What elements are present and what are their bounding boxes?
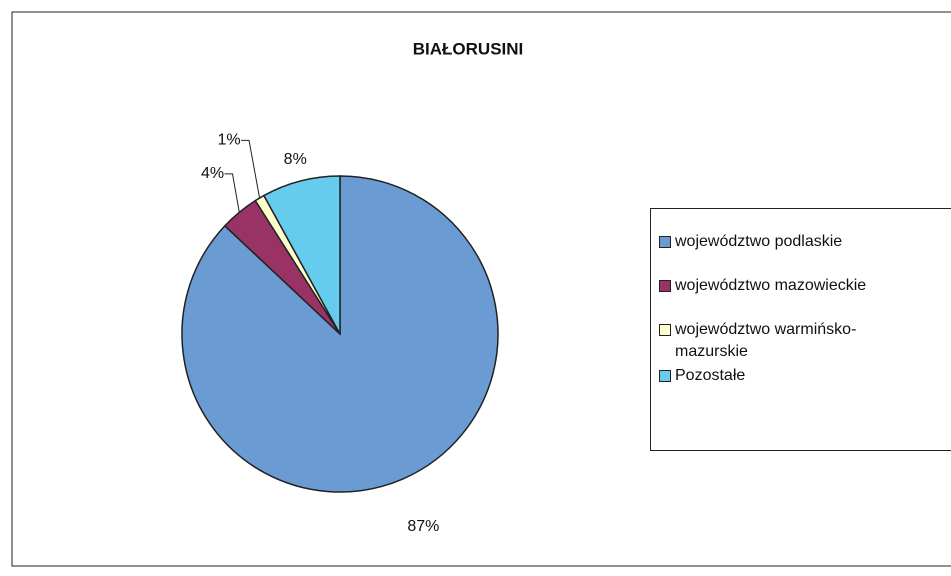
legend-label: województwo podlaskie (675, 233, 843, 250)
data-label: 87% (407, 518, 439, 535)
data-label: 8% (284, 151, 307, 168)
legend-item: Pozostałe (659, 365, 924, 387)
chart-frame (11, 11, 951, 567)
legend-swatch (659, 324, 671, 336)
data-label: 1% (217, 132, 240, 149)
legend-swatch (659, 370, 671, 382)
legend: województwo podlaskie województwo mazowie… (650, 208, 951, 451)
legend-swatch (659, 280, 671, 292)
data-label: 4% (201, 165, 224, 182)
legend-label: województwo mazowieckie (675, 277, 867, 294)
leader-line (224, 173, 240, 213)
legend-label: Pozostałe (675, 367, 746, 384)
pie-slice (262, 175, 341, 335)
legend-item: województwo warmińsko-mazurskie (659, 319, 924, 363)
leader-line (241, 139, 261, 199)
legend-item: województwo mazowieckie (659, 275, 924, 297)
legend-item: województwo podlaskie (659, 231, 924, 253)
chart-title: BIAŁORUSINI (413, 39, 524, 58)
legend-swatch (659, 236, 671, 248)
legend-label: województwo warmińsko-mazurskie (675, 321, 857, 360)
